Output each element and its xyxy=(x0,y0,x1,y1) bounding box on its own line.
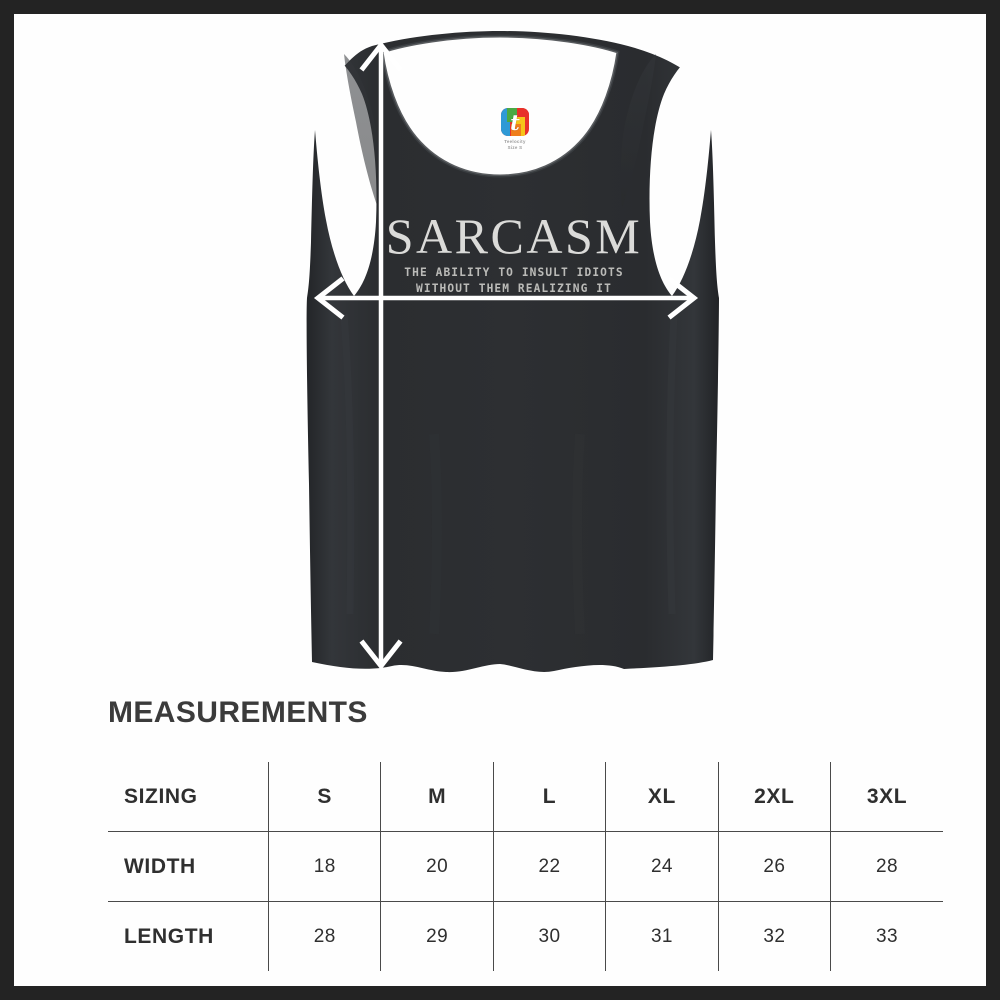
neck-label-size: Size S xyxy=(507,145,523,150)
header-cell-sizing: SIZING xyxy=(108,762,269,832)
table-header-row: SIZING S M L XL 2XL 3XL xyxy=(108,762,943,832)
tank-top-shape xyxy=(306,31,719,673)
measurements-heading: MEASUREMENTS xyxy=(108,696,368,729)
header-cell-size-xl: XL xyxy=(605,762,719,832)
brand-logo-glyph: t xyxy=(510,110,520,135)
length-value-m: 29 xyxy=(380,901,494,971)
width-value-3xl: 28 xyxy=(830,831,943,902)
header-cell-size-m: M xyxy=(380,762,494,832)
header-cell-size-2xl: 2XL xyxy=(718,762,832,832)
garment-illustration: t Teelocity Size S SARCASM THE ABILITY T… xyxy=(14,14,986,674)
width-value-l: 22 xyxy=(493,831,607,902)
table-row-length: LENGTH 28 29 30 31 32 33 xyxy=(108,901,943,971)
length-value-xl: 31 xyxy=(605,901,719,971)
length-value-l: 30 xyxy=(493,901,607,971)
brand-logo-icon: t xyxy=(501,108,529,136)
size-table: SIZING S M L XL 2XL 3XL WIDTH 18 20 22 2… xyxy=(108,762,943,971)
width-value-m: 20 xyxy=(380,831,494,902)
print-subtitle-line-1: THE ABILITY TO INSULT IDIOTS xyxy=(404,266,624,279)
width-value-2xl: 26 xyxy=(718,831,832,902)
shirt-print-graphic: SARCASM THE ABILITY TO INSULT IDIOTS WIT… xyxy=(304,210,724,297)
print-subtitle-line-2: WITHOUT THEM REALIZING IT xyxy=(416,282,612,295)
width-value-s: 18 xyxy=(268,831,382,902)
width-value-xl: 24 xyxy=(605,831,719,902)
length-value-3xl: 33 xyxy=(876,925,898,947)
length-value-2xl: 32 xyxy=(718,901,832,971)
print-title: SARCASM xyxy=(385,208,643,264)
length-value-s: 28 xyxy=(268,901,382,971)
row-label-length: LENGTH xyxy=(108,901,269,971)
row-label-width: WIDTH xyxy=(108,831,269,902)
header-cell-size-3xl: 3XL xyxy=(830,762,943,832)
neck-label-brand: Teelocity xyxy=(504,139,526,144)
header-cell-size-l: L xyxy=(493,762,607,832)
header-cell-size-s: S xyxy=(268,762,382,832)
neck-brand-label: t Teelocity Size S xyxy=(490,108,540,151)
chart-canvas: t Teelocity Size S SARCASM THE ABILITY T… xyxy=(14,14,986,986)
table-row-width: WIDTH 18 20 22 24 26 28 xyxy=(108,831,943,902)
